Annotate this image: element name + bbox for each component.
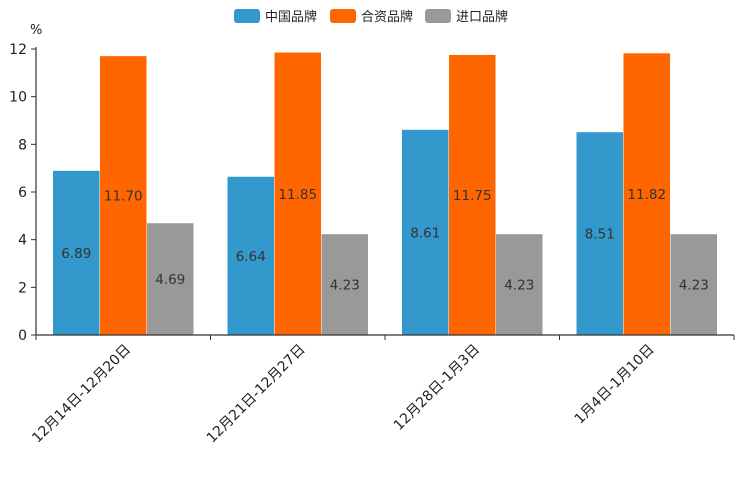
bar — [53, 170, 100, 335]
x-category-label: 12月14日-12月20日 — [29, 342, 134, 447]
bar — [449, 54, 496, 335]
bar — [147, 223, 194, 335]
bar-data-label: 11.85 — [278, 187, 317, 203]
legend-label: 进口品牌 — [456, 9, 508, 25]
bar-data-label: 8.51 — [585, 227, 615, 243]
bar — [274, 52, 321, 335]
y-tick-label: 0 — [18, 328, 27, 344]
legend-item: 中国品牌 — [234, 9, 317, 25]
y-tick-label: 6 — [18, 185, 27, 201]
x-category-label: 12月21日-12月27日 — [204, 342, 309, 447]
y-tick-label: 8 — [18, 137, 27, 153]
y-tick-label: 2 — [18, 280, 27, 296]
bar — [227, 176, 274, 335]
y-tick-label: 12 — [9, 42, 27, 58]
y-tick-label: 10 — [9, 90, 27, 106]
y-axis-unit-label: % — [30, 23, 42, 38]
bar-data-label: 6.89 — [61, 246, 91, 262]
legend-label: 合资品牌 — [361, 9, 413, 25]
bar-data-label: 4.23 — [504, 278, 534, 294]
bars — [53, 52, 717, 336]
legend-swatch — [330, 9, 356, 23]
bar — [100, 56, 147, 336]
y-axis: 0 2 4 6 8 10 12 — [9, 42, 37, 344]
bar — [402, 129, 449, 335]
bar-data-label: 11.82 — [627, 187, 666, 203]
bar-data-label: 4.69 — [155, 272, 185, 288]
x-category-label: 1月4日-1月10日 — [572, 342, 658, 428]
bar — [576, 132, 623, 335]
bar — [321, 234, 368, 335]
x-axis: 12月14日-12月20日 12月21日-12月27日 12月28日-1月3日 1月4… — [29, 334, 735, 447]
legend-swatch — [425, 9, 451, 23]
legend-label: 中国品牌 — [265, 9, 317, 25]
bar — [670, 234, 717, 335]
legend: 中国品牌 合资品牌 进口品牌 — [234, 9, 508, 25]
legend-item: 合资品牌 — [330, 9, 413, 25]
bar — [623, 53, 670, 335]
bar-data-label: 6.64 — [236, 249, 266, 265]
data-labels: 6.89 6.64 8.61 8.51 11.70 11.85 11.75 11.82 4.69… — [61, 187, 709, 294]
bar-data-label: 8.61 — [410, 225, 440, 241]
bar-data-label: 4.23 — [330, 278, 360, 294]
bar-data-label: 4.23 — [679, 278, 709, 294]
bar-data-label: 11.75 — [453, 188, 492, 204]
bar — [496, 234, 543, 335]
bar-data-label: 11.70 — [104, 189, 143, 205]
y-tick-label: 4 — [18, 233, 27, 249]
x-category-label: 12月28日-1月3日 — [391, 342, 483, 434]
legend-swatch — [234, 9, 260, 23]
legend-item: 进口品牌 — [425, 9, 508, 25]
